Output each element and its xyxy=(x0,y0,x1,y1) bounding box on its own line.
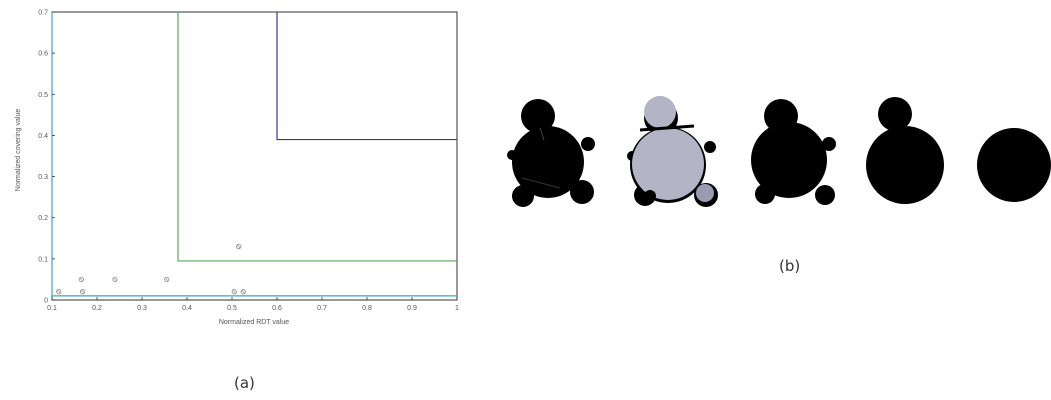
y-axis-ticks: 0 0.1 0.2 0.3 0.4 0.5 0.6 0.7 xyxy=(38,10,55,305)
x-tick-label: 0.1 xyxy=(47,305,57,312)
data-point xyxy=(240,289,246,295)
x-tick-label: 0.3 xyxy=(137,305,147,312)
data-point xyxy=(236,243,242,250)
data-point xyxy=(231,289,237,295)
x-tick-label: 0.2 xyxy=(92,305,102,312)
caption-b: (b) xyxy=(779,257,801,275)
data-point xyxy=(78,276,84,283)
x-tick-label: 0.8 xyxy=(362,305,372,312)
region-boundary-2 xyxy=(177,12,457,262)
y-tick-label: 0.3 xyxy=(38,174,48,181)
region-boundary-3 xyxy=(51,12,457,297)
caption-a: (a) xyxy=(234,374,255,392)
shape-4-two-circles xyxy=(866,97,944,204)
plot-frame xyxy=(51,11,458,301)
shape-1-original xyxy=(507,99,595,207)
y-tick-label: 0.2 xyxy=(38,215,48,222)
y-tick-label: 0.6 xyxy=(38,51,48,58)
y-tick-label: 0 xyxy=(44,298,48,305)
shape-3-simplified xyxy=(751,99,836,205)
x-tick-label: 0.7 xyxy=(317,305,327,312)
x-axis-ticks: 0.1 0.2 0.3 0.4 0.5 0.6 0.7 0.8 0.9 1 xyxy=(47,297,459,312)
shape-5-single-circle xyxy=(977,128,1051,202)
y-tick-label: 0.5 xyxy=(38,92,48,99)
shape-sequence xyxy=(507,96,1051,207)
x-tick-label: 0.9 xyxy=(407,305,417,312)
scatter-plot: 0.1 0.2 0.3 0.4 0.5 0.6 0.7 0.8 0.9 1 00.10.20.30… xyxy=(15,10,459,327)
region-boundary-1 xyxy=(276,12,457,141)
region-boundaries xyxy=(51,12,457,297)
data-point xyxy=(56,289,62,295)
y-tick-label: 0.1 xyxy=(38,256,48,263)
shape-2-overlay xyxy=(627,96,718,207)
data-point xyxy=(164,276,170,283)
data-points xyxy=(56,243,246,295)
x-tick-label: 0.6 xyxy=(272,305,282,312)
x-axis-label: Normalized RDT value xyxy=(219,319,289,326)
x-tick-label: 0.5 xyxy=(227,305,237,312)
x-tick-label: 1 xyxy=(455,305,459,312)
y-axis-label: Normalized covering value xyxy=(15,109,22,192)
y-tick-label: 0.7 xyxy=(38,10,48,17)
y-tick-label: 0.4 xyxy=(38,133,48,140)
x-tick-label: 0.4 xyxy=(182,305,192,312)
data-point xyxy=(80,289,86,295)
data-point xyxy=(112,276,118,283)
